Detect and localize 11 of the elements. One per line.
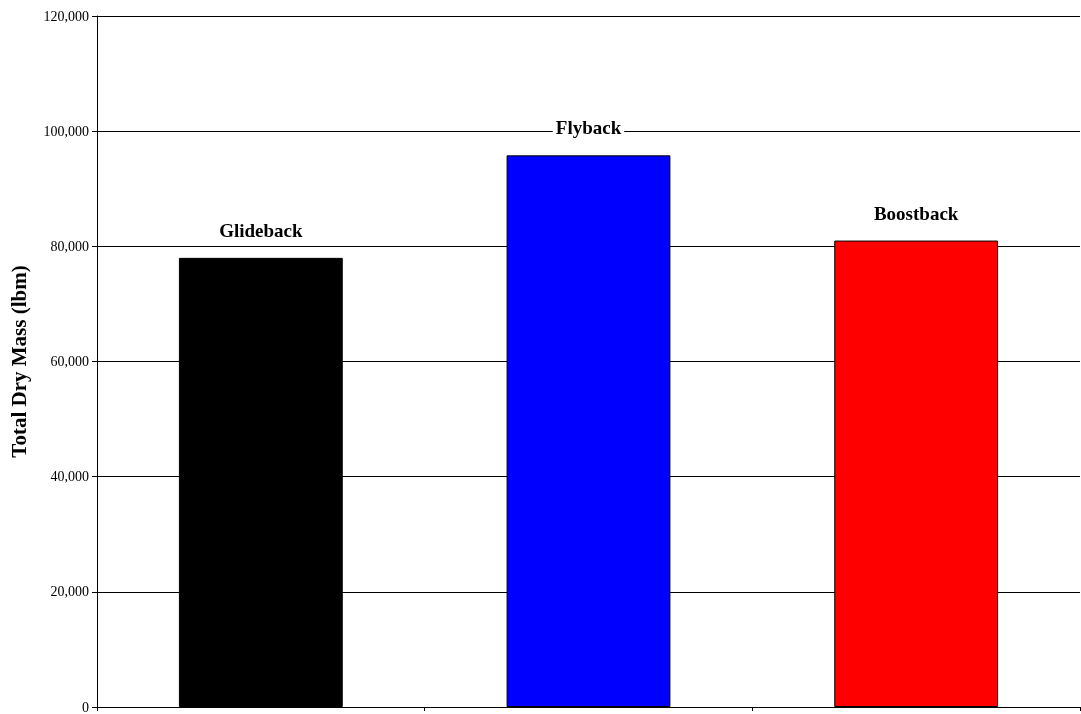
x-tick-label: Boostback [873, 202, 959, 224]
y-tick-label: 100,000 [43, 123, 89, 139]
y-tick-label: 60,000 [50, 354, 89, 369]
x-tick-label: Flyback [555, 117, 622, 139]
y-tick-label: 80,000 [50, 238, 89, 254]
y-tick-label: 0 [82, 699, 89, 714]
y-tick-label: 40,000 [50, 469, 89, 485]
y-axis-title: Total Dry Mass (lbm) [6, 265, 31, 458]
x-tick-label: Glideback [219, 219, 303, 241]
y-tick-label: 20,000 [50, 584, 89, 600]
y-tick-label: 120,000 [43, 8, 89, 24]
